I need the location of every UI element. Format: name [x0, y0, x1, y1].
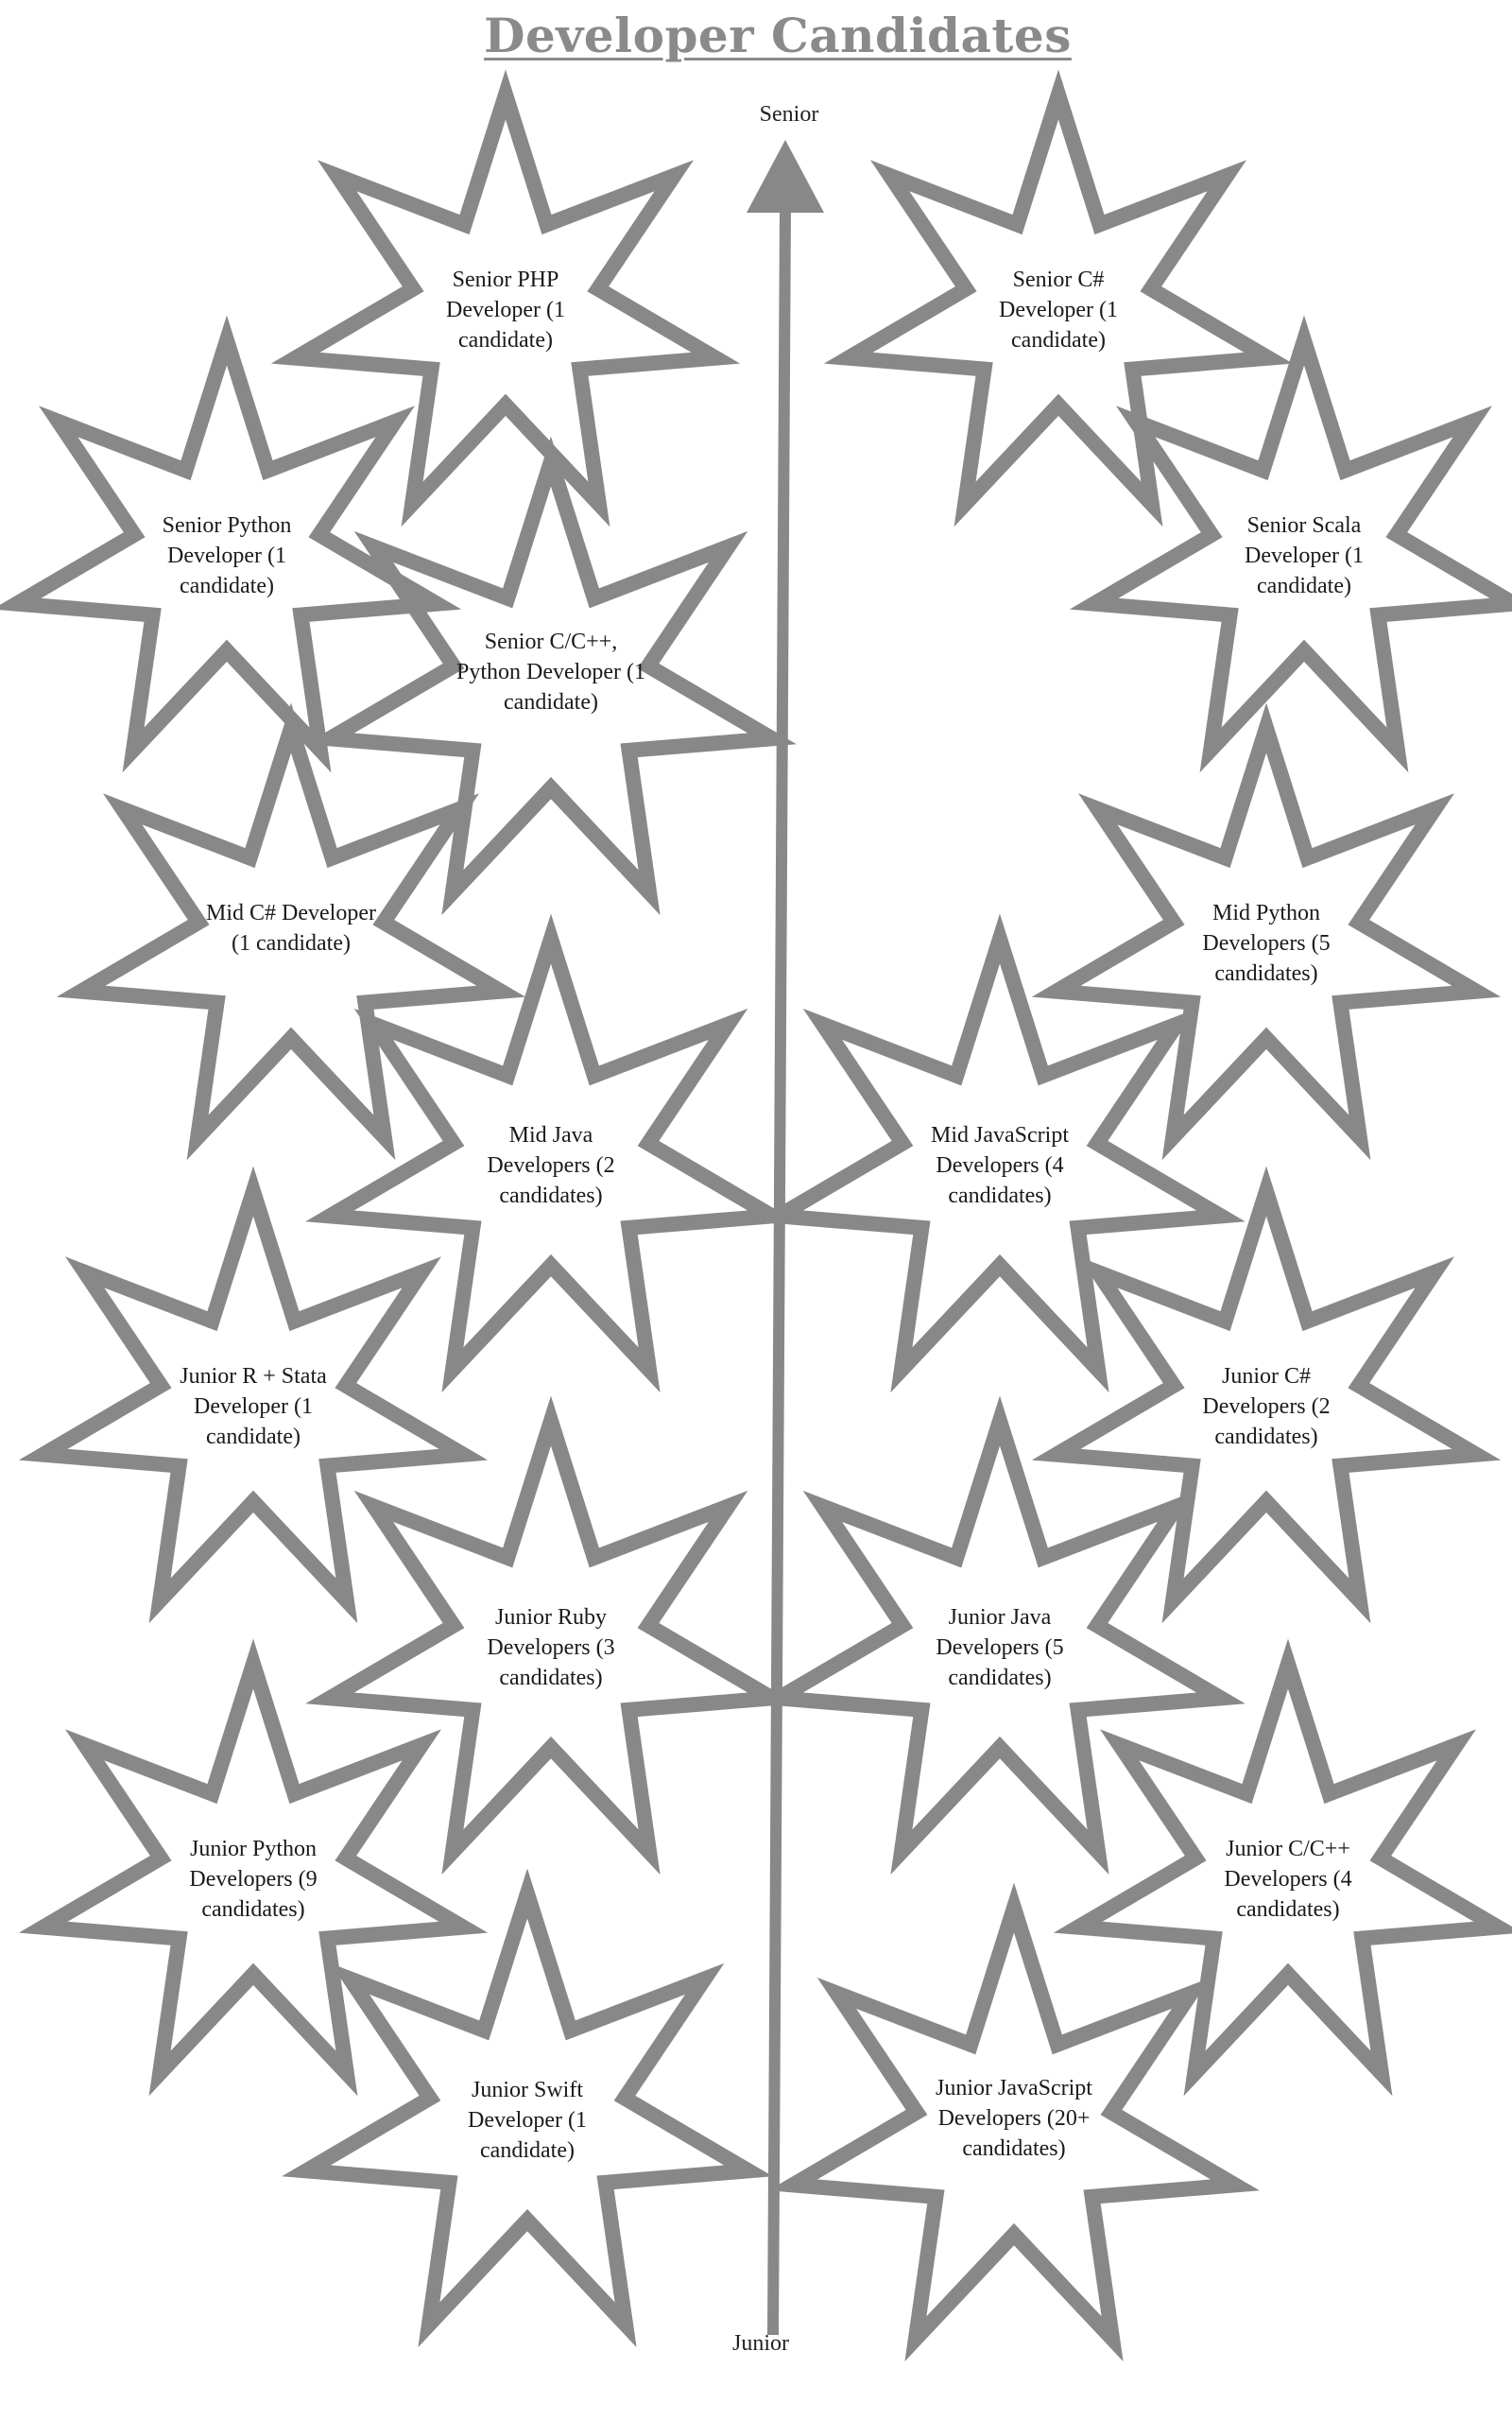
star-mid-python [1031, 702, 1502, 1161]
star-junior-javascript [768, 1882, 1260, 2362]
star-senior-scala [1069, 315, 1512, 773]
candidate-label-mid-csharp: Mid C# Developer (1 candidate) [206, 901, 376, 956]
candidate-label-junior-swift: Junior Swift Developer (1 candidate) [468, 2078, 587, 2163]
star-junior-python [18, 1638, 489, 2097]
star-junior-java [754, 1395, 1246, 1876]
candidate-label-mid-javascript: Mid JavaScript Developers (4 candidates) [931, 1123, 1069, 1208]
star-mid-javascript [754, 913, 1246, 1393]
candidate-label-junior-r-stata: Junior R + Stata Developer (1 candidate) [180, 1364, 327, 1449]
candidate-label-junior-ruby: Junior Ruby Developers (3 candidates) [487, 1605, 615, 1690]
candidate-label-junior-csharp: Junior C# Developers (2 candidates) [1202, 1364, 1331, 1449]
star-senior-cpp-python [305, 436, 797, 916]
star-senior-python [0, 315, 462, 773]
page-title: Developer Candidates [484, 8, 1072, 63]
candidate-label-senior-php: Senior PHP Developer (1 candidate) [446, 268, 565, 353]
candidate-label-junior-java: Junior Java Developers (5 candidates) [936, 1605, 1064, 1690]
star-senior-csharp [823, 69, 1294, 527]
candidate-label-mid-python: Mid Python Developers (5 candidates) [1202, 901, 1331, 986]
star-junior-swift [282, 1868, 773, 2348]
candidate-label-junior-python: Junior Python Developers (9 candidates) [189, 1837, 318, 1922]
candidate-label-senior-cpp-python: Senior C/C++, Python Developer (1 candid… [456, 630, 645, 715]
seniority-axis-line [767, 207, 791, 2336]
star-mid-java [305, 913, 797, 1393]
seniority-arrow-head [747, 140, 824, 213]
star-junior-ruby [305, 1395, 797, 1876]
candidate-label-junior-cpp: Junior C/C++ Developers (4 candidates) [1224, 1837, 1352, 1922]
candidate-label-junior-javascript: Junior JavaScript Developers (20+ candid… [936, 2076, 1092, 2161]
star-junior-r-stata [18, 1166, 489, 1624]
star-senior-php [270, 69, 741, 527]
star-junior-cpp [1053, 1638, 1512, 2097]
star-mid-csharp [56, 702, 526, 1161]
candidate-label-senior-scala: Senior Scala Developer (1 candidate) [1245, 513, 1364, 598]
axis-senior-label: Senior [759, 102, 819, 127]
candidate-label-senior-python: Senior Python Developer (1 candidate) [162, 513, 292, 598]
axis-junior-label: Junior [732, 2331, 789, 2356]
candidate-label-mid-java: Mid Java Developers (2 candidates) [487, 1123, 615, 1208]
star-junior-csharp [1031, 1166, 1502, 1624]
candidate-label-senior-csharp: Senior C# Developer (1 candidate) [999, 268, 1118, 353]
